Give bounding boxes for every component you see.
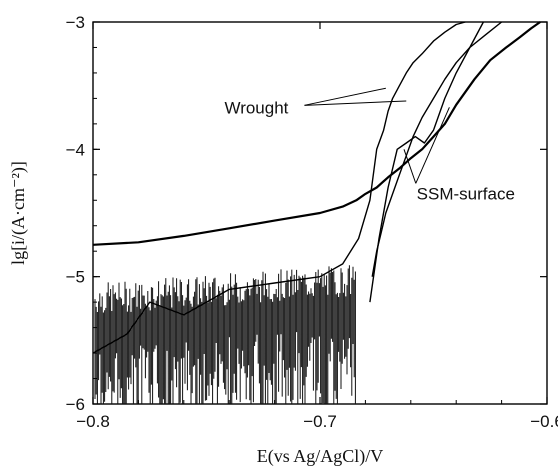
y-axis-ticks: −6 −5 −4 −3 — [66, 13, 547, 414]
y-tick-label: −3 — [66, 13, 85, 32]
y-tick-label: −5 — [66, 268, 85, 287]
y-tick-label: −6 — [66, 395, 85, 414]
x-axis-ticks: −0.8 −0.7 −0.6 — [76, 22, 558, 431]
series-line-1 — [92, 21, 466, 354]
noise-trace — [94, 265, 356, 404]
y-axis-label: lg[i/(A·cm⁻²)] — [8, 161, 29, 265]
wrought-leader — [304, 87, 386, 106]
noise-region — [94, 265, 356, 404]
series-line-4 — [369, 21, 485, 303]
x-tick-label: −0.7 — [303, 412, 337, 431]
annotation-wrought: Wrought — [224, 98, 288, 117]
x-tick-label: −0.8 — [76, 412, 110, 431]
series-line-3 — [92, 21, 541, 246]
series-layer — [92, 21, 541, 354]
ssm-leader — [415, 107, 450, 184]
y-tick-label: −4 — [66, 140, 85, 159]
wrought-leader — [304, 100, 407, 106]
plot-area — [92, 21, 548, 405]
annotation-leaders — [304, 87, 450, 184]
x-tick-label: −0.6 — [530, 412, 558, 431]
series-line-2 — [371, 21, 503, 277]
ssm-leader — [403, 149, 417, 184]
x-axis-label: E(vs Ag/AgCl)/V — [257, 446, 384, 467]
annotation-ssm-surface: SSM-surface — [417, 184, 515, 203]
